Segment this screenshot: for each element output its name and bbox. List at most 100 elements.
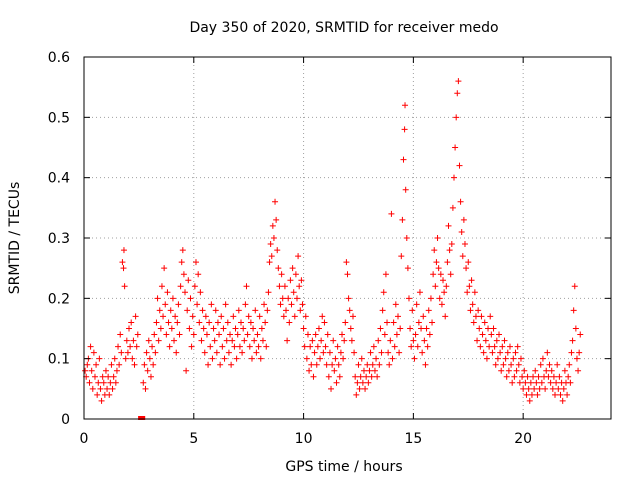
- data-point: [306, 367, 313, 374]
- data-point: [399, 216, 406, 223]
- data-point: [432, 283, 439, 290]
- data-point: [464, 289, 471, 296]
- data-point: [108, 361, 115, 368]
- data-point: [459, 253, 466, 260]
- data-point: [458, 228, 465, 235]
- data-point: [256, 313, 263, 320]
- data-point: [488, 331, 495, 338]
- data-point: [386, 361, 393, 368]
- data-point: [128, 319, 135, 326]
- data-point: [517, 355, 524, 362]
- data-point: [455, 78, 462, 85]
- data-point: [504, 349, 511, 356]
- data-point: [90, 349, 97, 356]
- data-point: [172, 313, 179, 320]
- data-point: [422, 361, 429, 368]
- data-point: [490, 325, 497, 332]
- data-point: [538, 379, 545, 386]
- data-point: [333, 379, 340, 386]
- data-point: [195, 271, 202, 278]
- data-point: [352, 373, 359, 380]
- data-point: [410, 337, 417, 344]
- data-point: [243, 283, 250, 290]
- data-point: [145, 337, 152, 344]
- data-point: [334, 343, 341, 350]
- data-point: [463, 265, 470, 272]
- data-point: [547, 379, 554, 386]
- data-point: [186, 325, 193, 332]
- data-point: [527, 379, 534, 386]
- data-point: [363, 373, 370, 380]
- data-point: [442, 313, 449, 320]
- data-point: [357, 373, 364, 380]
- data-point: [480, 349, 487, 356]
- data-point: [130, 337, 137, 344]
- data-point: [185, 277, 192, 284]
- y-tick-label: 0.5: [48, 110, 70, 126]
- y-tick-label: 0.1: [48, 352, 70, 368]
- data-point: [353, 391, 360, 398]
- data-point: [370, 343, 377, 350]
- data-point: [208, 301, 215, 308]
- data-point: [479, 331, 486, 338]
- data-point: [273, 216, 280, 223]
- data-point: [477, 343, 484, 350]
- data-point: [342, 319, 349, 326]
- data-point: [548, 367, 555, 374]
- data-point: [223, 337, 230, 344]
- data-point: [528, 391, 535, 398]
- data-point: [194, 301, 201, 308]
- data-point: [200, 325, 207, 332]
- data-point: [209, 355, 216, 362]
- data-point: [355, 361, 362, 368]
- data-point: [301, 343, 308, 350]
- data-point: [392, 301, 399, 308]
- data-point: [571, 283, 578, 290]
- axis-ticks: 0 0.1 0.2 0.3 0.4 0.5 0.6 0 5 10 15 20: [48, 50, 611, 447]
- data-point: [325, 373, 332, 380]
- data-point: [530, 373, 537, 380]
- data-point: [203, 331, 210, 338]
- plot-frame: [83, 56, 612, 420]
- data-point: [496, 331, 503, 338]
- y-tick-label: 0.6: [48, 50, 70, 66]
- data-point: [393, 331, 400, 338]
- data-point: [398, 253, 405, 260]
- data-point: [402, 186, 409, 193]
- data-point: [425, 307, 432, 314]
- data-point: [390, 319, 397, 326]
- data-point: [339, 331, 346, 338]
- x-tick-label: 0: [80, 431, 89, 447]
- data-point: [263, 343, 270, 350]
- data-point: [162, 301, 169, 308]
- data-point: [259, 337, 266, 344]
- data-point: [460, 216, 467, 223]
- data-point: [453, 114, 460, 121]
- data-point: [298, 277, 305, 284]
- data-point: [534, 391, 541, 398]
- data-point: [173, 349, 180, 356]
- data-point: [413, 301, 420, 308]
- data-point: [149, 343, 156, 350]
- data-point: [166, 343, 173, 350]
- data-point: [359, 379, 366, 386]
- data-point: [284, 337, 291, 344]
- data-point: [247, 319, 254, 326]
- data-point: [228, 361, 235, 368]
- data-point: [279, 295, 286, 302]
- data-point: [354, 379, 361, 386]
- data-point: [537, 361, 544, 368]
- data-point: [292, 271, 299, 278]
- data-point: [231, 343, 238, 350]
- data-point: [377, 325, 384, 332]
- data-point: [414, 343, 421, 350]
- data-point: [492, 361, 499, 368]
- data-point: [577, 331, 584, 338]
- data-point: [132, 313, 139, 320]
- data-point: [286, 319, 293, 326]
- data-point: [98, 397, 105, 404]
- data-point: [448, 241, 455, 248]
- data-point: [97, 385, 104, 392]
- data-point: [416, 289, 423, 296]
